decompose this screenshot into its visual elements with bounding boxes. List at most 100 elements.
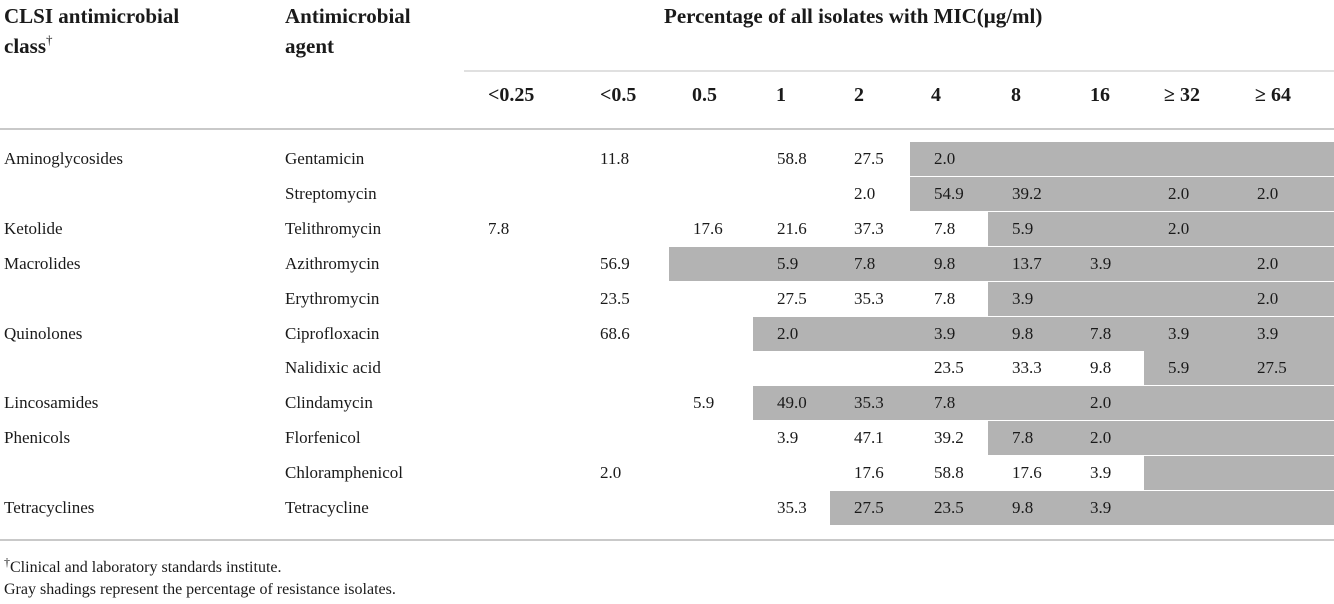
mic-cell: 2.0 — [910, 142, 988, 176]
class-cell: Lincosamides — [4, 393, 99, 412]
mic-cell — [464, 351, 576, 385]
mic-cell — [1066, 142, 1144, 176]
agent-cell: Erythromycin — [285, 289, 380, 308]
mic-cell — [669, 142, 753, 176]
table-row: 23.5 27.5 35.3 7.8 3.9 2.0 Erythromycin — [0, 282, 1334, 316]
mic-cell: 3.9 — [1144, 317, 1233, 351]
mic-cell: 2.0 — [1144, 177, 1233, 211]
mic-cell — [1066, 177, 1144, 211]
mic-cell: 21.6 — [777, 219, 807, 238]
percentage-header: Percentage of all isolates with MIC(μg/m… — [664, 4, 1043, 28]
mic-cell: 5.9 — [693, 393, 715, 412]
agent-cell: Clindamycin — [285, 393, 373, 412]
mic-cell — [1233, 386, 1334, 420]
agent-cell: Azithromycin — [285, 254, 380, 273]
class-column-header: CLSI antimicrobial class† — [4, 1, 179, 61]
mic-cell — [830, 317, 910, 351]
mic-cell: 9.8 — [988, 317, 1066, 351]
table-row: 2.0 54.9 39.2 2.0 2.0 Streptomycin — [0, 177, 1334, 211]
mic-cell: 23.5 — [910, 491, 988, 525]
mic-cell: 35.3 — [854, 289, 884, 308]
mic-cell: 17.6 — [693, 219, 723, 238]
mic-cell — [464, 247, 576, 281]
mic-cell: 2.0 — [1233, 177, 1334, 211]
mic-cell — [464, 317, 576, 351]
mic-cell — [669, 177, 753, 211]
mic-cell — [830, 351, 910, 385]
agent-cell: Ciprofloxacin — [285, 324, 380, 343]
mic-header-6: 8 — [1011, 84, 1021, 106]
mic-cell: 23.5 — [600, 289, 630, 308]
mic-cell: 49.0 — [753, 386, 830, 420]
mic-cell — [669, 317, 753, 351]
agent-header-line-1: Antimicrobial — [285, 4, 411, 28]
mic-header-1: <0.5 — [600, 84, 637, 106]
mic-cell — [753, 351, 830, 385]
mic-cell: 2.0 — [854, 184, 876, 203]
agent-cell: Telithromycin — [285, 219, 382, 238]
mic-cell: 35.3 — [777, 498, 807, 517]
mic-cell: 3.9 — [1233, 317, 1334, 351]
mic-cell: 2.0 — [1066, 421, 1144, 455]
mic-cell — [669, 421, 753, 455]
mic-cell — [464, 386, 576, 420]
table-row: 56.9 5.9 7.8 9.8 13.7 3.9 2.0 Macrolides Azithro… — [0, 247, 1334, 281]
table-bottom-rule — [0, 539, 1334, 541]
mic-cell: 58.8 — [934, 463, 964, 482]
mic-cell — [669, 491, 753, 525]
mic-cell: 7.8 — [488, 219, 510, 238]
mic-cell: 27.5 — [1233, 351, 1334, 385]
mic-header-7: 16 — [1090, 84, 1110, 106]
mic-cell — [1144, 247, 1233, 281]
mic-cell — [576, 212, 669, 246]
mic-cell: 5.9 — [753, 247, 830, 281]
mic-cell: 2.0 — [753, 317, 830, 351]
mic-cell — [1144, 421, 1233, 455]
footnote-dagger: † — [4, 555, 10, 569]
mic-cell — [1233, 491, 1334, 525]
mic-cell: 39.2 — [988, 177, 1066, 211]
class-cell: Phenicols — [4, 428, 71, 447]
class-header-line-2: class — [4, 34, 46, 58]
mic-cell: 5.9 — [988, 212, 1066, 246]
mic-cell: 9.8 — [1090, 358, 1112, 377]
mic-cell: 17.6 — [854, 463, 884, 482]
mic-cell — [464, 456, 576, 490]
table-row: 11.8 58.8 27.5 2.0 Aminoglycosides Gentamicin — [0, 142, 1334, 176]
mic-cell: 3.9 — [910, 317, 988, 351]
dagger-mark: † — [46, 32, 53, 47]
mic-cell — [576, 491, 669, 525]
table-row: 68.6 2.0 3.9 9.8 7.8 3.9 3.9 Quinolones Ciproflo… — [0, 317, 1334, 351]
mic-cell: 5.9 — [1144, 351, 1233, 385]
mic-cell: 33.3 — [1012, 358, 1042, 377]
mic-cell — [464, 177, 576, 211]
agent-header-line-2: agent — [285, 34, 334, 58]
mic-cell: 37.3 — [854, 219, 884, 238]
class-cell: Ketolide — [4, 219, 63, 238]
mic-cell — [753, 177, 830, 211]
mic-cell: 7.8 — [1066, 317, 1144, 351]
mic-cell: 2.0 — [600, 463, 622, 482]
mic-cell: 3.9 — [1090, 463, 1112, 482]
mic-cell: 7.8 — [910, 386, 988, 420]
header-bottom-rule — [0, 128, 1334, 130]
agent-cell: Streptomycin — [285, 184, 377, 203]
mic-cell: 2.0 — [1233, 282, 1334, 316]
mic-header-8: ≥ 32 — [1164, 84, 1200, 106]
mic-header-0: <0.25 — [488, 84, 535, 106]
mic-cell — [1233, 212, 1334, 246]
mic-cell — [576, 386, 669, 420]
footnote-2: Gray shadings represent the percentage o… — [4, 581, 396, 598]
table-row: 5.9 49.0 35.3 7.8 2.0 Lincosamides Clindamycin — [0, 386, 1334, 420]
agent-cell: Chloramphenicol — [285, 463, 404, 482]
mic-cell — [464, 282, 576, 316]
mic-cell: 7.8 — [830, 247, 910, 281]
mic-cell: 56.9 — [600, 254, 630, 273]
mic-header-5: 4 — [931, 84, 941, 106]
mic-cell: 11.8 — [600, 149, 630, 168]
mic-cell — [464, 421, 576, 455]
table-row: 7.8 17.6 21.6 37.3 7.8 5.9 2.0 Ketolide Telithro… — [0, 212, 1334, 246]
mic-cell — [1066, 282, 1144, 316]
mic-cell: 3.9 — [1066, 491, 1144, 525]
footnote-1: †Clinical and laboratory standards insti… — [4, 555, 282, 579]
